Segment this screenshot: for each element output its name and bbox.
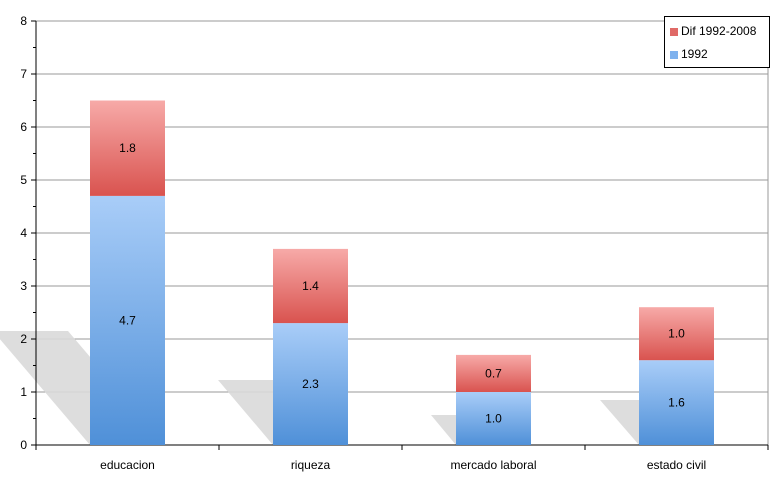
- bar-1992: [90, 195, 165, 445]
- legend-item-1992: 1992: [670, 47, 708, 61]
- x-category-label: educacion: [100, 458, 155, 472]
- bar-dif-1992-2008: [90, 100, 165, 196]
- bar-dif-1992-2008: [273, 248, 348, 324]
- x-category-label: riqueza: [291, 458, 331, 472]
- legend-item-dif: Dif 1992-2008: [670, 24, 756, 38]
- y-tick-label: 2: [20, 332, 27, 346]
- data-label-dif: 1.0: [668, 327, 685, 341]
- legend: Dif 1992-2008 1992: [664, 16, 770, 68]
- bars: [90, 100, 714, 445]
- y-tick-label: 1: [20, 385, 27, 399]
- y-tick-label: 0: [20, 438, 27, 452]
- data-label-1992: 4.7: [119, 313, 136, 327]
- data-label-dif: 0.7: [485, 366, 502, 380]
- y-tick-label: 5: [20, 173, 27, 187]
- bar-1992: [273, 323, 348, 445]
- y-tick-label: 3: [20, 279, 27, 293]
- y-tick-label: 8: [20, 14, 27, 28]
- y-tick-label: 6: [20, 120, 27, 134]
- bar-dif-1992-2008: [456, 354, 531, 392]
- legend-swatch-dif: [670, 28, 678, 36]
- y-tick-label: 7: [20, 67, 27, 81]
- x-category-label: mercado laboral: [450, 458, 536, 472]
- data-label-1992: 1.6: [668, 396, 685, 410]
- legend-label-1992: 1992: [681, 47, 708, 61]
- bar-1992: [639, 360, 714, 445]
- data-label-1992: 2.3: [302, 377, 319, 391]
- bar-dif-1992-2008: [639, 307, 714, 361]
- legend-swatch-1992: [670, 51, 678, 59]
- data-label-dif: 1.4: [302, 279, 319, 293]
- y-tick-label: 4: [20, 226, 27, 240]
- data-label-1992: 1.0: [485, 412, 502, 426]
- legend-label-dif: Dif 1992-2008: [681, 24, 757, 38]
- x-category-label: estado civil: [647, 458, 706, 472]
- labels: 4.7 1.8 educacion 2.3 1.4 riqueza 1.0 0.7 mercad…: [100, 141, 706, 472]
- bar-1992: [456, 392, 531, 445]
- data-label-dif: 1.8: [119, 141, 136, 155]
